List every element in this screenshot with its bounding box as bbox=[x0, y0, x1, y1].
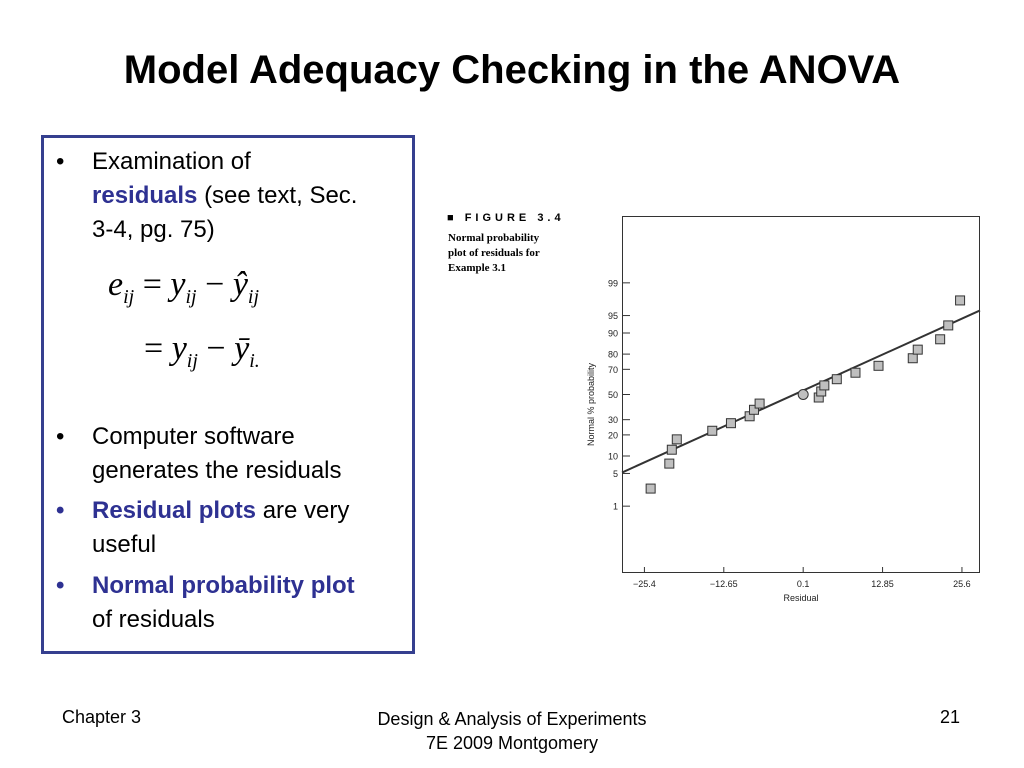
y-tick-label: 95 bbox=[608, 311, 618, 321]
eq-sub: ij bbox=[247, 286, 260, 308]
y-tick-label: 10 bbox=[608, 452, 618, 462]
bullet-marker: • bbox=[56, 572, 65, 599]
equation-line-2: = yij − ȳi. bbox=[144, 330, 260, 373]
eq-equals: = bbox=[142, 266, 162, 303]
bullet-marker: • bbox=[56, 497, 65, 524]
data-point bbox=[754, 398, 765, 409]
x-tick-label: 12.85 bbox=[871, 579, 894, 589]
data-point bbox=[666, 444, 677, 455]
y-tick-label: 1 bbox=[613, 502, 618, 512]
bullet-software-text: Computer software generates the residual… bbox=[92, 420, 342, 488]
eq-y: y bbox=[171, 330, 187, 367]
figure-caption: Normal probability plot of residuals for… bbox=[448, 231, 568, 276]
bullet-marker: • bbox=[56, 148, 65, 175]
data-point bbox=[725, 418, 736, 429]
highlight-residual-plots: Residual plots bbox=[92, 497, 257, 524]
x-tick-label: −25.4 bbox=[633, 579, 656, 589]
footer-chapter: Chapter 3 bbox=[62, 707, 142, 727]
bullet-text: Examination of bbox=[92, 148, 251, 175]
figure-heading: ■ FIGURE 3.4 bbox=[447, 212, 565, 224]
x-tick-label: 25.6 bbox=[953, 579, 971, 589]
eq-yhat: ŷ bbox=[232, 266, 248, 303]
data-point bbox=[707, 425, 718, 436]
data-point bbox=[955, 295, 966, 306]
data-point bbox=[873, 360, 884, 371]
normal-probability-plot: 1 5 10 20 30 50 70 80 90 95 99 −25.4 −12.65 0.1 12.85 2… bbox=[586, 278, 981, 603]
x-tick-label: −12.65 bbox=[710, 579, 738, 589]
x-axis-label: Residual bbox=[783, 593, 818, 603]
eq-sub: ij bbox=[185, 286, 197, 308]
data-point bbox=[850, 367, 861, 378]
data-point bbox=[907, 353, 918, 364]
slide-title: Model Adequacy Checking in the ANOVA bbox=[123, 48, 901, 92]
equation-line-1: eij = yij − ŷij bbox=[108, 266, 259, 309]
bullet-text: Computer software bbox=[92, 423, 295, 450]
bullet-text: are very bbox=[262, 497, 350, 524]
eq-y: y bbox=[170, 266, 186, 303]
eq-sub: i. bbox=[249, 350, 260, 372]
y-tick-label: 80 bbox=[608, 350, 618, 360]
bullet-text: (see text, Sec. bbox=[204, 182, 358, 209]
footer-course-line: Design & Analysis of Experiments bbox=[377, 709, 647, 729]
data-point bbox=[671, 434, 682, 445]
data-point bbox=[748, 404, 759, 415]
bullet-marker: • bbox=[56, 423, 65, 450]
data-point bbox=[943, 320, 954, 331]
eq-minus: − bbox=[205, 266, 225, 303]
x-tick-label: 0.1 bbox=[797, 579, 810, 589]
footer-course-line: 7E 2009 Montgomery bbox=[425, 733, 599, 753]
eq-equals: = bbox=[144, 330, 164, 367]
bullet-residuals-text: Examination of residuals (see text, Sec.… bbox=[92, 145, 357, 247]
highlight-normal-probability-plot: Normal probability plot bbox=[92, 572, 355, 599]
eq-minus: − bbox=[206, 330, 226, 367]
bullet-text: generates the residuals bbox=[92, 457, 342, 484]
page-number: 21 bbox=[940, 707, 961, 727]
y-axis-label: Normal % probability bbox=[586, 362, 596, 446]
data-point bbox=[935, 334, 946, 345]
y-tick-label: 50 bbox=[608, 390, 618, 400]
caption-line: plot of residuals for bbox=[448, 247, 540, 259]
data-point bbox=[645, 483, 656, 494]
y-tick-label: 30 bbox=[608, 415, 618, 425]
y-tick-label: 5 bbox=[613, 469, 618, 479]
data-point bbox=[831, 374, 842, 385]
bullet-normal-plot-text: Normal probability plot of residuals bbox=[92, 569, 355, 637]
data-point bbox=[912, 344, 923, 355]
bullet-box: • Examination of residuals (see text, Se… bbox=[41, 135, 415, 654]
y-tick-label: 20 bbox=[608, 430, 618, 440]
y-tick-label: 70 bbox=[608, 365, 618, 375]
highlight-residuals: residuals bbox=[92, 182, 198, 209]
y-tick-label: 90 bbox=[608, 328, 618, 338]
eq-sub: ij bbox=[186, 350, 198, 372]
eq-e: e bbox=[108, 266, 124, 303]
bullet-text: useful bbox=[92, 531, 157, 558]
eq-ybar: ȳ bbox=[234, 330, 250, 367]
bullet-text: of residuals bbox=[92, 606, 215, 633]
bullet-text: 3-4, pg. 75) bbox=[92, 216, 215, 243]
data-point bbox=[664, 458, 675, 469]
bullet-residual-plots-text: Residual plots are very useful bbox=[92, 494, 349, 562]
data-point bbox=[819, 380, 830, 391]
caption-line: Normal probability bbox=[448, 232, 540, 244]
footer-course: Design & Analysis of Experiments 7E 2009… bbox=[340, 707, 684, 755]
eq-sub: ij bbox=[123, 286, 135, 308]
y-tick-label: 99 bbox=[608, 278, 618, 288]
caption-line: Example 3.1 bbox=[448, 262, 507, 274]
highlight-point bbox=[797, 389, 809, 400]
